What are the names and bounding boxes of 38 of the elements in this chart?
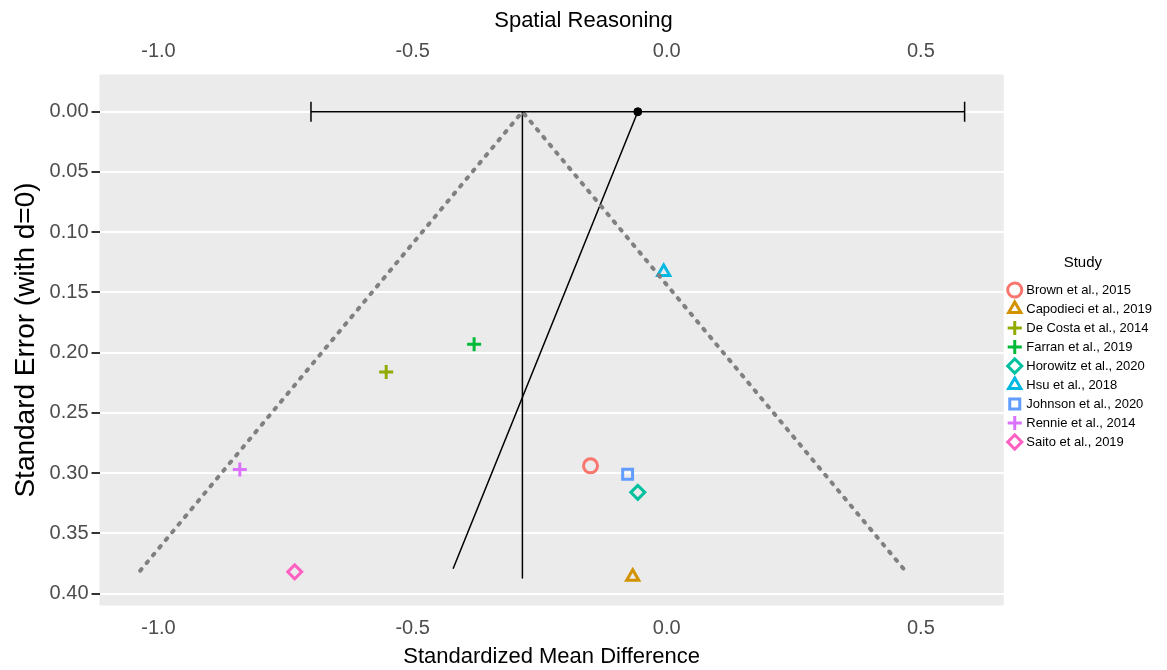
y-tick-label: 0.10 (49, 219, 89, 242)
x-tick-label: 0.5 (906, 616, 935, 639)
y-tick-label: 0.15 (49, 279, 89, 302)
legend-label: Rennie et al., 2014 (1026, 414, 1136, 430)
legend-label: De Costa et al., 2014 (1026, 319, 1149, 335)
x-tick-label: 0.0 (652, 616, 681, 639)
y-tick-label: 0.25 (49, 400, 89, 423)
point (286, 563, 304, 581)
legend-label: Horowitz et al., 2020 (1026, 357, 1145, 373)
x2-tick-label: 0.5 (906, 38, 935, 61)
point (465, 335, 483, 353)
legend-label: Farran et al., 2019 (1026, 338, 1133, 354)
x-axis-title: Standardized Mean Difference (403, 642, 701, 668)
legend-label: Saito et al., 2019 (1026, 433, 1124, 449)
legend-label: Brown et al., 2015 (1026, 281, 1132, 297)
point (377, 363, 395, 381)
x-tick-label: -0.5 (395, 616, 430, 639)
point (625, 568, 641, 582)
chart-title: Spatial Reasoning (494, 7, 673, 33)
y-tick-label: 0.35 (49, 520, 89, 543)
legend-label: Hsu et al., 2018 (1026, 376, 1118, 392)
point (629, 483, 647, 501)
x2-tick-label: 0.0 (652, 38, 681, 61)
point (582, 457, 600, 475)
legend-title: Study (1063, 253, 1103, 271)
point (621, 467, 635, 481)
x-tick-label: -1.0 (141, 616, 176, 639)
x2-tick-label: -1.0 (141, 38, 176, 61)
y-tick-label: 0.00 (49, 99, 89, 122)
y-tick-label: 0.30 (49, 460, 89, 483)
legend-label: Johnson et al., 2020 (1026, 395, 1144, 411)
y-tick-label: 0.40 (49, 581, 89, 604)
legend-label: Capodieci et al., 2019 (1026, 300, 1153, 316)
y-tick-label: 0.05 (49, 159, 89, 182)
y-tick-label: 0.20 (49, 340, 89, 363)
point (231, 460, 249, 478)
y-axis-title: Standard Error (with d=0) (8, 182, 40, 498)
x2-tick-label: -0.5 (395, 38, 430, 61)
